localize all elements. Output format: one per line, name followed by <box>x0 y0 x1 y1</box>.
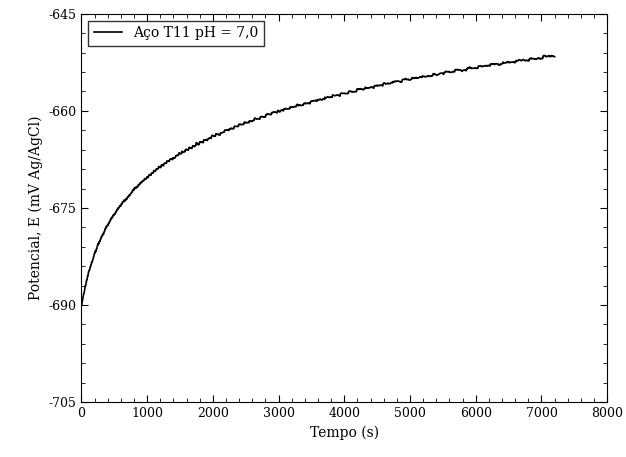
Aço T11 pH = 7,0 <box>391 79 399 85</box>
Aço T11 pH = 7,0 <box>453 67 461 73</box>
Aço T11 pH = 7,0 <box>236 122 244 127</box>
Aço T11 pH = 7,0 <box>541 53 548 58</box>
Aço T11 pH = 7,0 <box>183 147 191 153</box>
X-axis label: Tempo (s): Tempo (s) <box>310 425 379 440</box>
Legend: Aço T11 pH = 7,0: Aço T11 pH = 7,0 <box>88 21 264 46</box>
Line: Aço T11 pH = 7,0: Aço T11 pH = 7,0 <box>82 55 555 305</box>
Aço T11 pH = 7,0 <box>172 155 179 160</box>
Y-axis label: Potencial, E (mV Ag/AgCl): Potencial, E (mV Ag/AgCl) <box>28 116 43 300</box>
Aço T11 pH = 7,0 <box>551 54 558 59</box>
Aço T11 pH = 7,0 <box>495 62 502 67</box>
Aço T11 pH = 7,0 <box>78 302 86 308</box>
